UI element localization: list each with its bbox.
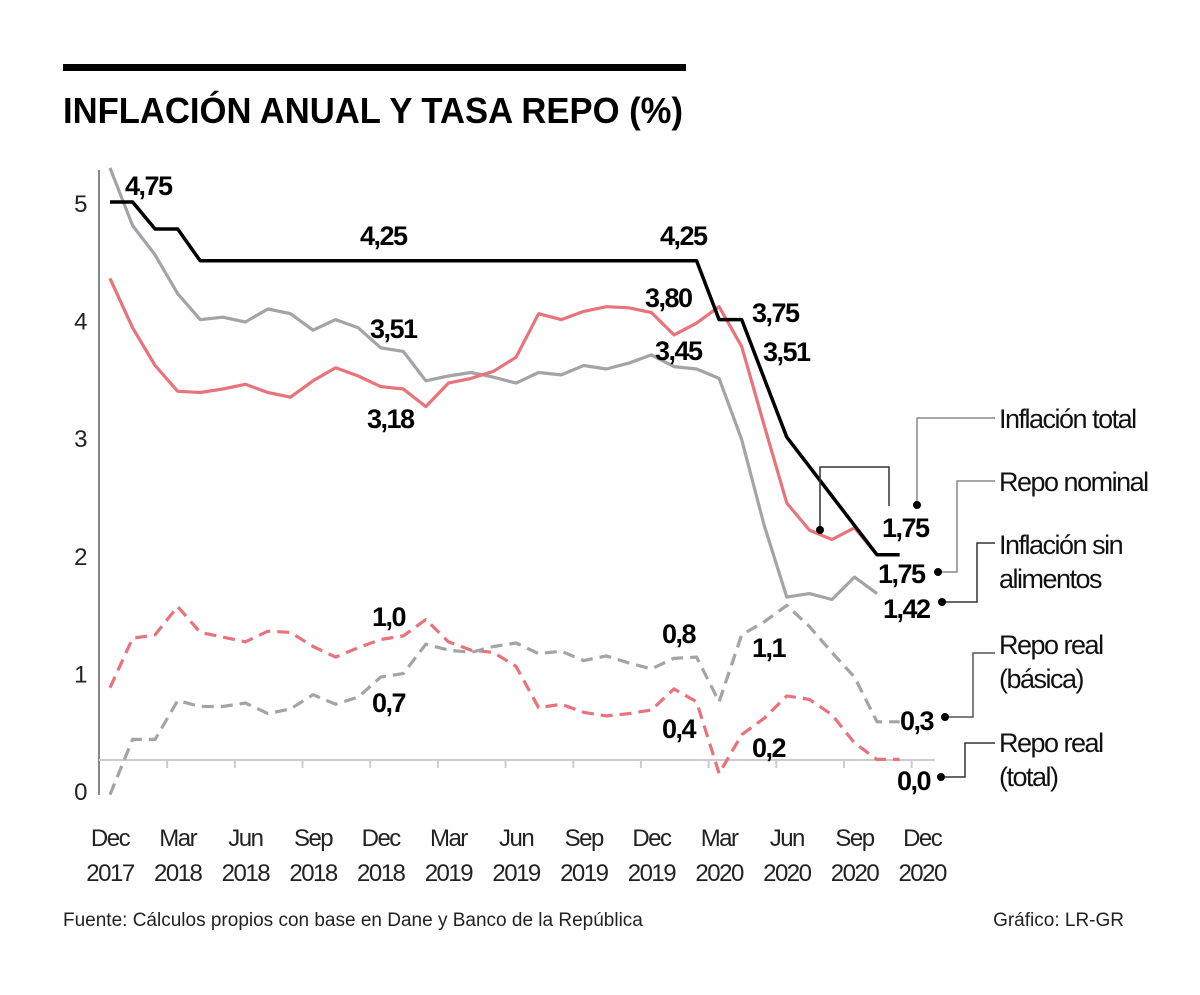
x-tick-month: Dec [91, 825, 131, 852]
data-label: 0,3 [900, 706, 935, 736]
x-tick-year: 2020 [898, 860, 947, 887]
x-tick-year: 2019 [425, 860, 474, 887]
data-label: 3,18 [367, 404, 415, 434]
x-tick-year: 2019 [492, 860, 541, 887]
series-repo-nominal [110, 200, 900, 557]
data-label: 1,75 [878, 559, 926, 589]
x-tick-month: Mar [159, 825, 197, 852]
x-tick-year: 2019 [560, 860, 609, 887]
x-tick-year: 2019 [628, 860, 677, 887]
series-inflaci-n-sin-alimentos [108, 167, 878, 602]
chart-title: INFLACIÓN ANUAL Y TASA REPO (%) [63, 89, 683, 131]
data-labels: 4,75 4,25 4,25 3,51 3,18 3,80 3,45 3,75 3,51 1,0 0… [125, 171, 936, 796]
leader-lines [819, 417, 995, 778]
x-tick-year: 2018 [357, 860, 406, 887]
x-tick-month: Mar [701, 825, 739, 852]
x-tick-month: Dec [362, 825, 402, 852]
legend-sin-alimentos-2: alimentos [999, 564, 1102, 594]
data-label: 3,51 [763, 337, 811, 367]
y-tick-label: 4 [74, 309, 87, 336]
x-tick-month: Sep [835, 825, 874, 852]
data-label: 1,42 [883, 594, 930, 624]
x-tick-labels: Dec 2017 Mar 2018 Jun 2018 Sep 2018 Dec 2018 Mar 20… [86, 825, 948, 887]
leader-sin-alimentos [942, 542, 995, 603]
x-tick-year: 2020 [763, 860, 812, 887]
y-tick-labels: 0 1 2 3 4 5 [74, 191, 89, 806]
dot [816, 526, 824, 534]
leader-real-basica [945, 652, 995, 718]
x-tick-month: Sep [565, 825, 604, 852]
leader-dots [816, 501, 949, 781]
credit-note: Gráfico: LR-GR [993, 910, 1124, 931]
data-label: 1,1 [752, 633, 787, 663]
y-tick-label: 0 [74, 779, 87, 806]
data-label: 0,7 [372, 688, 406, 718]
legend-sin-alimentos: Inflación sin [999, 530, 1123, 560]
legend-real-total-2: (total) [999, 762, 1058, 792]
x-tick-year: 2018 [154, 860, 203, 887]
data-label: 3,80 [645, 283, 692, 313]
x-tick-month: Jun [770, 825, 804, 852]
series-repo-real-total- [108, 604, 900, 776]
dot [938, 598, 946, 606]
data-label: 4,25 [660, 221, 708, 251]
data-label: 0,4 [662, 714, 697, 744]
leader-bracket [819, 466, 890, 530]
y-tick-label: 2 [74, 544, 87, 571]
x-tick-year: 2020 [831, 860, 880, 887]
dot [934, 568, 942, 576]
x-tick-month: Mar [430, 825, 468, 852]
series-inflaci-n-total [108, 277, 879, 556]
x-tick-year: 2018 [222, 860, 271, 887]
data-label: 0,0 [897, 766, 931, 796]
y-tick-label: 3 [74, 426, 87, 453]
leader-real-total [941, 742, 995, 778]
title-bar [63, 64, 686, 71]
data-label: 1,75 [882, 513, 930, 543]
x-tick-year: 2017 [86, 860, 135, 887]
data-label: 3,75 [752, 298, 800, 328]
leader-inflacion-total [916, 417, 995, 505]
dot [913, 501, 921, 509]
x-tick-month: Jun [228, 825, 262, 852]
legend-real-basica-2: (básica) [999, 664, 1084, 694]
source-note: Fuente: Cálculos propios con base en Dan… [63, 910, 643, 931]
series-lines [108, 167, 900, 796]
legend: Inflación total Repo nominal Inflación s… [999, 404, 1150, 792]
leader-repo-nominal [938, 480, 995, 573]
y-tick-label: 1 [74, 661, 87, 688]
x-tick-month: Jun [499, 825, 533, 852]
legend-real-total: Repo real [999, 728, 1103, 758]
x-tick-year: 2018 [289, 860, 338, 887]
data-label: 3,45 [655, 336, 703, 366]
data-label: 4,75 [125, 171, 173, 201]
x-tick-year: 2020 [695, 860, 744, 887]
axes [98, 170, 935, 795]
x-tick-month: Dec [632, 825, 672, 852]
legend-repo-nominal: Repo nominal [999, 467, 1148, 497]
dot [941, 713, 949, 721]
dot [937, 773, 945, 781]
legend-real-basica: Repo real [999, 630, 1103, 660]
data-label: 0,8 [662, 619, 697, 649]
data-label: 1,0 [372, 602, 406, 632]
legend-inflacion-total: Inflación total [999, 404, 1136, 434]
x-tick-month: Sep [294, 825, 333, 852]
series-repo-real-b-sica- [108, 603, 900, 796]
data-label: 3,51 [370, 314, 418, 344]
x-tick-month: Dec [903, 825, 943, 852]
data-label: 4,25 [360, 221, 408, 251]
y-tick-label: 5 [74, 191, 87, 218]
data-label: 0,2 [752, 733, 786, 763]
